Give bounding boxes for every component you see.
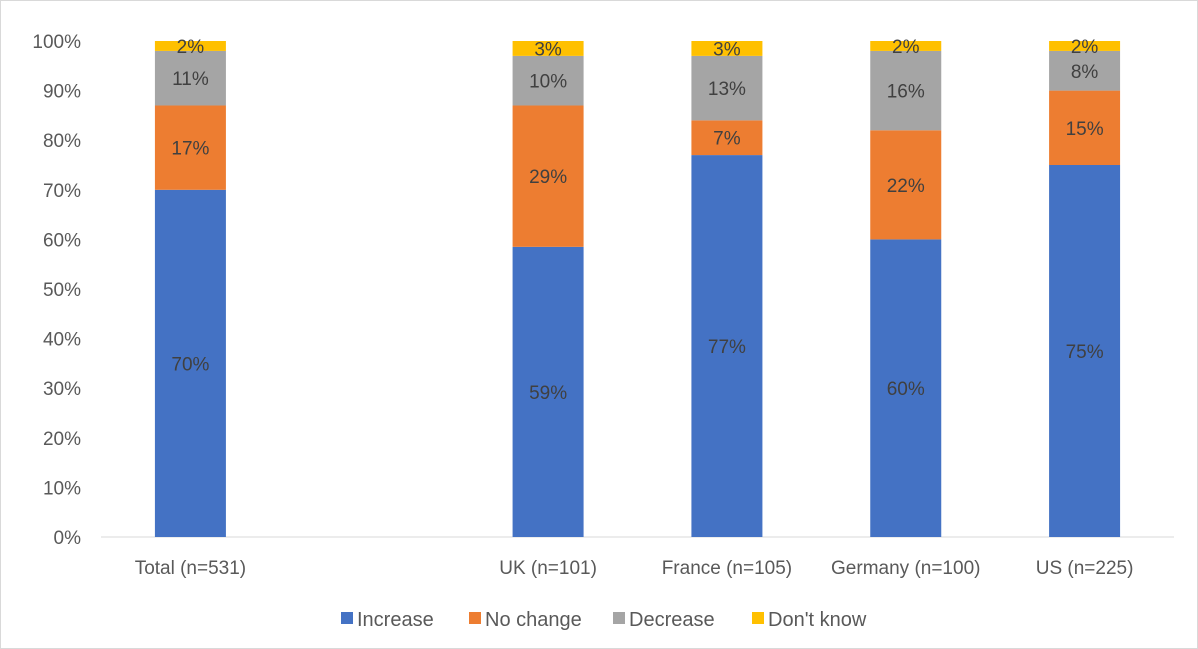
x-tick-label: Total (n=531): [135, 558, 246, 579]
bar-segment: [154, 41, 226, 51]
data-label: 7%: [713, 129, 741, 150]
data-labels: 70% 17% 11% 2% 59% 29% 10% 3% 77% 7% 13% 3% 60% 22% 16…: [171, 37, 1103, 404]
bar-segment: [870, 239, 942, 537]
y-tick-label: 20%: [43, 429, 81, 450]
bar-segment: [870, 130, 942, 240]
legend-swatch: [341, 612, 353, 624]
bar-segment: [870, 41, 942, 51]
data-label: 3%: [534, 39, 562, 60]
bar-segment: [154, 189, 226, 538]
bar-segment: [870, 50, 942, 131]
bar-segment: [512, 41, 584, 56]
data-label: 13%: [708, 79, 746, 100]
y-tick-label: 30%: [43, 379, 81, 400]
data-label: 70%: [171, 354, 209, 375]
data-label: 2%: [177, 37, 205, 58]
bar-segment: [1049, 165, 1121, 537]
data-label: 22%: [887, 176, 925, 197]
data-label: 17%: [171, 139, 209, 160]
data-label: 2%: [1071, 37, 1099, 58]
data-label: 10%: [529, 72, 567, 93]
bar-segment: [1049, 90, 1121, 165]
legend: Increase No change Decrease Don't know: [341, 609, 867, 631]
y-tick-label: 90%: [43, 82, 81, 103]
data-label: 77%: [708, 337, 746, 358]
y-tick-label: 100%: [32, 32, 81, 53]
bar-segment: [691, 120, 763, 156]
bar-stacks: [154, 41, 1121, 538]
bar-segment: [691, 155, 763, 537]
x-tick-label: US (n=225): [1036, 558, 1134, 579]
data-label: 60%: [887, 379, 925, 400]
y-tick-label: 80%: [43, 131, 81, 152]
x-axis: Total (n=531) UK (n=101) France (n=105) Ger…: [101, 536, 1174, 579]
y-tick-label: 0%: [54, 528, 82, 549]
x-tick-label: UK (n=101): [499, 558, 597, 579]
y-tick-label: 70%: [43, 181, 81, 202]
data-label: 59%: [529, 383, 567, 404]
data-label: 16%: [887, 82, 925, 103]
legend-label: Decrease: [629, 609, 715, 631]
legend-swatch: [469, 612, 481, 624]
legend-label: Don't know: [768, 609, 867, 631]
data-label: 29%: [529, 167, 567, 188]
bar-segment: [1049, 50, 1121, 91]
legend-swatch: [613, 612, 625, 624]
bar-segment: [691, 55, 763, 121]
bar-segment: [512, 105, 584, 247]
y-tick-label: 40%: [43, 330, 81, 351]
data-label: 75%: [1066, 342, 1104, 363]
bar-segment: [154, 105, 226, 190]
y-tick-label: 50%: [43, 280, 81, 301]
y-tick-label: 60%: [43, 230, 81, 251]
data-label: 8%: [1071, 62, 1099, 83]
bar-segment: [691, 41, 763, 56]
bar-segment: [1049, 41, 1121, 51]
y-tick-label: 10%: [43, 478, 81, 499]
y-axis: 0% 10% 20% 30% 40% 50% 60% 70% 80% 90% 100%: [32, 32, 81, 549]
legend-label: Increase: [357, 609, 434, 631]
data-label: 2%: [892, 37, 920, 58]
bar-segment: [154, 50, 226, 106]
legend-swatch: [752, 612, 764, 624]
bar-segment: [512, 246, 584, 537]
data-label: 15%: [1066, 119, 1104, 140]
data-label: 3%: [713, 39, 741, 60]
x-tick-label: France (n=105): [662, 558, 792, 579]
legend-label: No change: [485, 609, 582, 631]
x-tick-label: Germany (n=100): [831, 558, 980, 579]
bar-segment: [512, 55, 584, 106]
data-label: 11%: [172, 69, 209, 90]
